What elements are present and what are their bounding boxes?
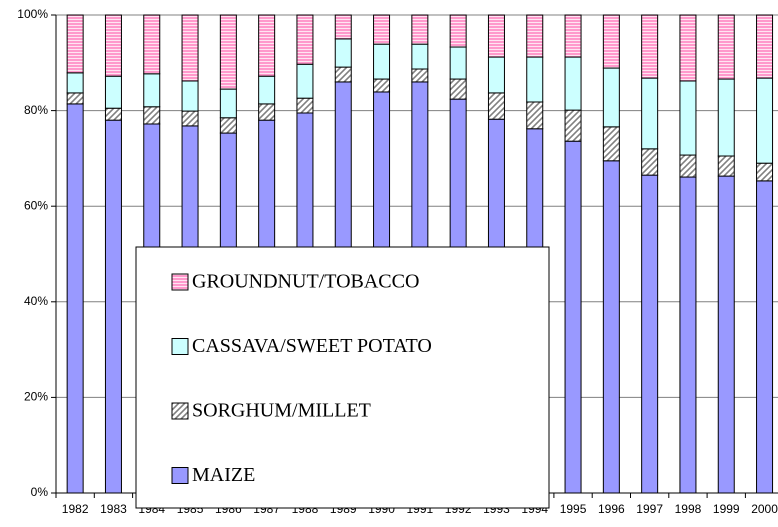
bar-segment	[756, 14, 774, 79]
bar-segment	[641, 14, 659, 79]
bar-segment	[526, 14, 544, 58]
x-tick-label: 1997	[636, 502, 663, 516]
bar-segment	[104, 75, 122, 109]
bar-segment	[411, 68, 429, 83]
bar-segment	[296, 14, 314, 65]
bar-segment	[602, 126, 620, 162]
x-tick-label: 1996	[598, 502, 625, 516]
legend-label: CASSAVA/SWEET POTATO	[192, 335, 432, 357]
bar-segment	[679, 154, 697, 178]
bar-segment	[181, 14, 199, 82]
legend	[135, 246, 550, 509]
bar-segment	[258, 75, 276, 105]
bar-segment	[564, 56, 582, 111]
legend-swatch	[171, 273, 189, 291]
bar-segment	[641, 148, 659, 176]
bar-segment	[756, 77, 774, 164]
bar-segment	[104, 107, 122, 121]
bar-segment	[449, 78, 467, 100]
y-tick-label: 20%	[24, 390, 48, 404]
bar-segment	[679, 14, 697, 82]
bar-segment	[334, 38, 352, 68]
bar-segment	[66, 92, 84, 105]
bar-segment	[526, 101, 544, 130]
bar-segment	[487, 56, 505, 94]
bar-segment	[334, 14, 352, 40]
bar-segment	[334, 66, 352, 83]
x-tick-label: 1983	[100, 502, 127, 516]
y-tick-label: 100%	[17, 7, 48, 21]
bar-segment	[296, 63, 314, 99]
bar-segment	[717, 175, 735, 494]
bar-segment	[449, 46, 467, 80]
y-tick-label: 80%	[24, 103, 48, 117]
bar-segment	[564, 109, 582, 142]
x-tick-label: 1982	[62, 502, 89, 516]
bar-segment	[487, 14, 505, 58]
bar-segment	[373, 43, 391, 80]
bar-segment	[641, 77, 659, 150]
bar-segment	[258, 14, 276, 77]
bar-segment	[143, 106, 161, 125]
bar-segment	[564, 14, 582, 58]
bar-segment	[526, 56, 544, 103]
bar-segment	[641, 174, 659, 494]
bar-segment	[181, 110, 199, 127]
bar-segment	[104, 14, 122, 77]
bar-segment	[181, 80, 199, 112]
legend-label: MAIZE	[192, 464, 255, 486]
legend-label: GROUNDNUT/TOBACCO	[192, 271, 419, 293]
bar-segment	[104, 119, 122, 494]
bar-segment	[411, 14, 429, 45]
y-tick-label: 40%	[24, 294, 48, 308]
x-tick-label: 2000	[751, 502, 778, 516]
bar-segment	[143, 73, 161, 108]
bar-segment	[717, 78, 735, 157]
bar-segment	[679, 176, 697, 494]
bar-segment	[219, 14, 237, 90]
bar-segment	[756, 162, 774, 182]
bar-segment	[373, 14, 391, 45]
bar-segment	[296, 97, 314, 114]
y-tick-label: 60%	[24, 198, 48, 212]
bar-segment	[602, 67, 620, 128]
bar-segment	[679, 80, 697, 156]
bar-segment	[66, 103, 84, 494]
bar-segment	[717, 155, 735, 177]
bar-segment	[66, 72, 84, 94]
bar-segment	[219, 88, 237, 119]
legend-label: SORGHUM/MILLET	[192, 400, 371, 422]
bar-segment	[373, 78, 391, 93]
bar-segment	[219, 117, 237, 134]
bar-segment	[564, 140, 582, 494]
bar-segment	[602, 14, 620, 69]
legend-swatch	[171, 467, 189, 484]
bar-segment	[717, 14, 735, 80]
x-tick-label: 1998	[675, 502, 702, 516]
bar-segment	[602, 160, 620, 494]
bar-segment	[449, 14, 467, 48]
x-tick-label: 1999	[713, 502, 740, 516]
bar-segment	[66, 14, 84, 74]
y-tick-label: 0%	[31, 485, 49, 499]
bar-segment	[143, 14, 161, 75]
bar-segment	[258, 103, 276, 121]
legend-swatch	[171, 338, 189, 355]
bar-segment	[487, 92, 505, 120]
bar-segment	[756, 180, 774, 494]
x-tick-label: 1995	[560, 502, 587, 516]
bar-segment	[411, 43, 429, 70]
legend-swatch	[171, 402, 189, 420]
